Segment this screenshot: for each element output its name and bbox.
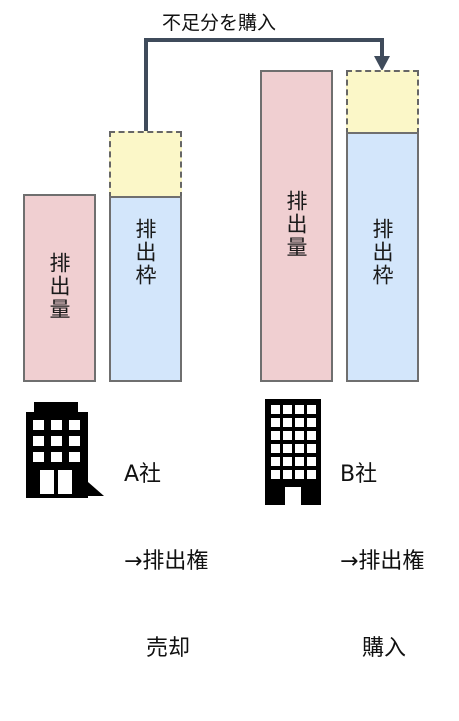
office-tower-icon — [265, 399, 321, 505]
company-a-action-line1: →排出権 — [124, 549, 209, 574]
transfer-label: 不足分を購入 — [162, 12, 277, 34]
emission-trading-diagram: 不足分を購入 排出量 排出枠 排出量 排出枠 A社 →排出権 売却 — [23, 12, 424, 661]
company-b-caption: B社 →排出権 購入 — [340, 402, 424, 721]
company-a-emission-bar — [23, 194, 96, 382]
company-a-allowance-label: 排出枠 — [133, 218, 157, 287]
company-b-action-line2: 購入 — [362, 636, 407, 661]
transfer-arrow-line — [144, 38, 384, 131]
company-b-shortfall-box — [346, 70, 419, 134]
transfer-arrow — [144, 38, 390, 131]
company-b-allowance-label: 排出枠 — [370, 218, 394, 287]
company-a-caption: A社 →排出権 売却 — [124, 402, 208, 721]
office-building-icon — [26, 402, 104, 498]
company-b-emission-bar — [260, 70, 333, 382]
company-a-action-line2: 売却 — [146, 636, 191, 661]
company-b-name: B社 — [340, 462, 378, 487]
company-a-emission-label: 排出量 — [47, 252, 71, 321]
transfer-arrow-head — [374, 56, 390, 71]
company-a-name: A社 — [124, 462, 162, 487]
company-b-allowance-bar — [346, 132, 419, 382]
company-a-allowance-bar — [109, 196, 182, 382]
company-a-surplus-box — [109, 131, 182, 198]
company-b-action-line1: →排出権 — [340, 549, 425, 574]
company-b-emission-label: 排出量 — [284, 190, 308, 259]
